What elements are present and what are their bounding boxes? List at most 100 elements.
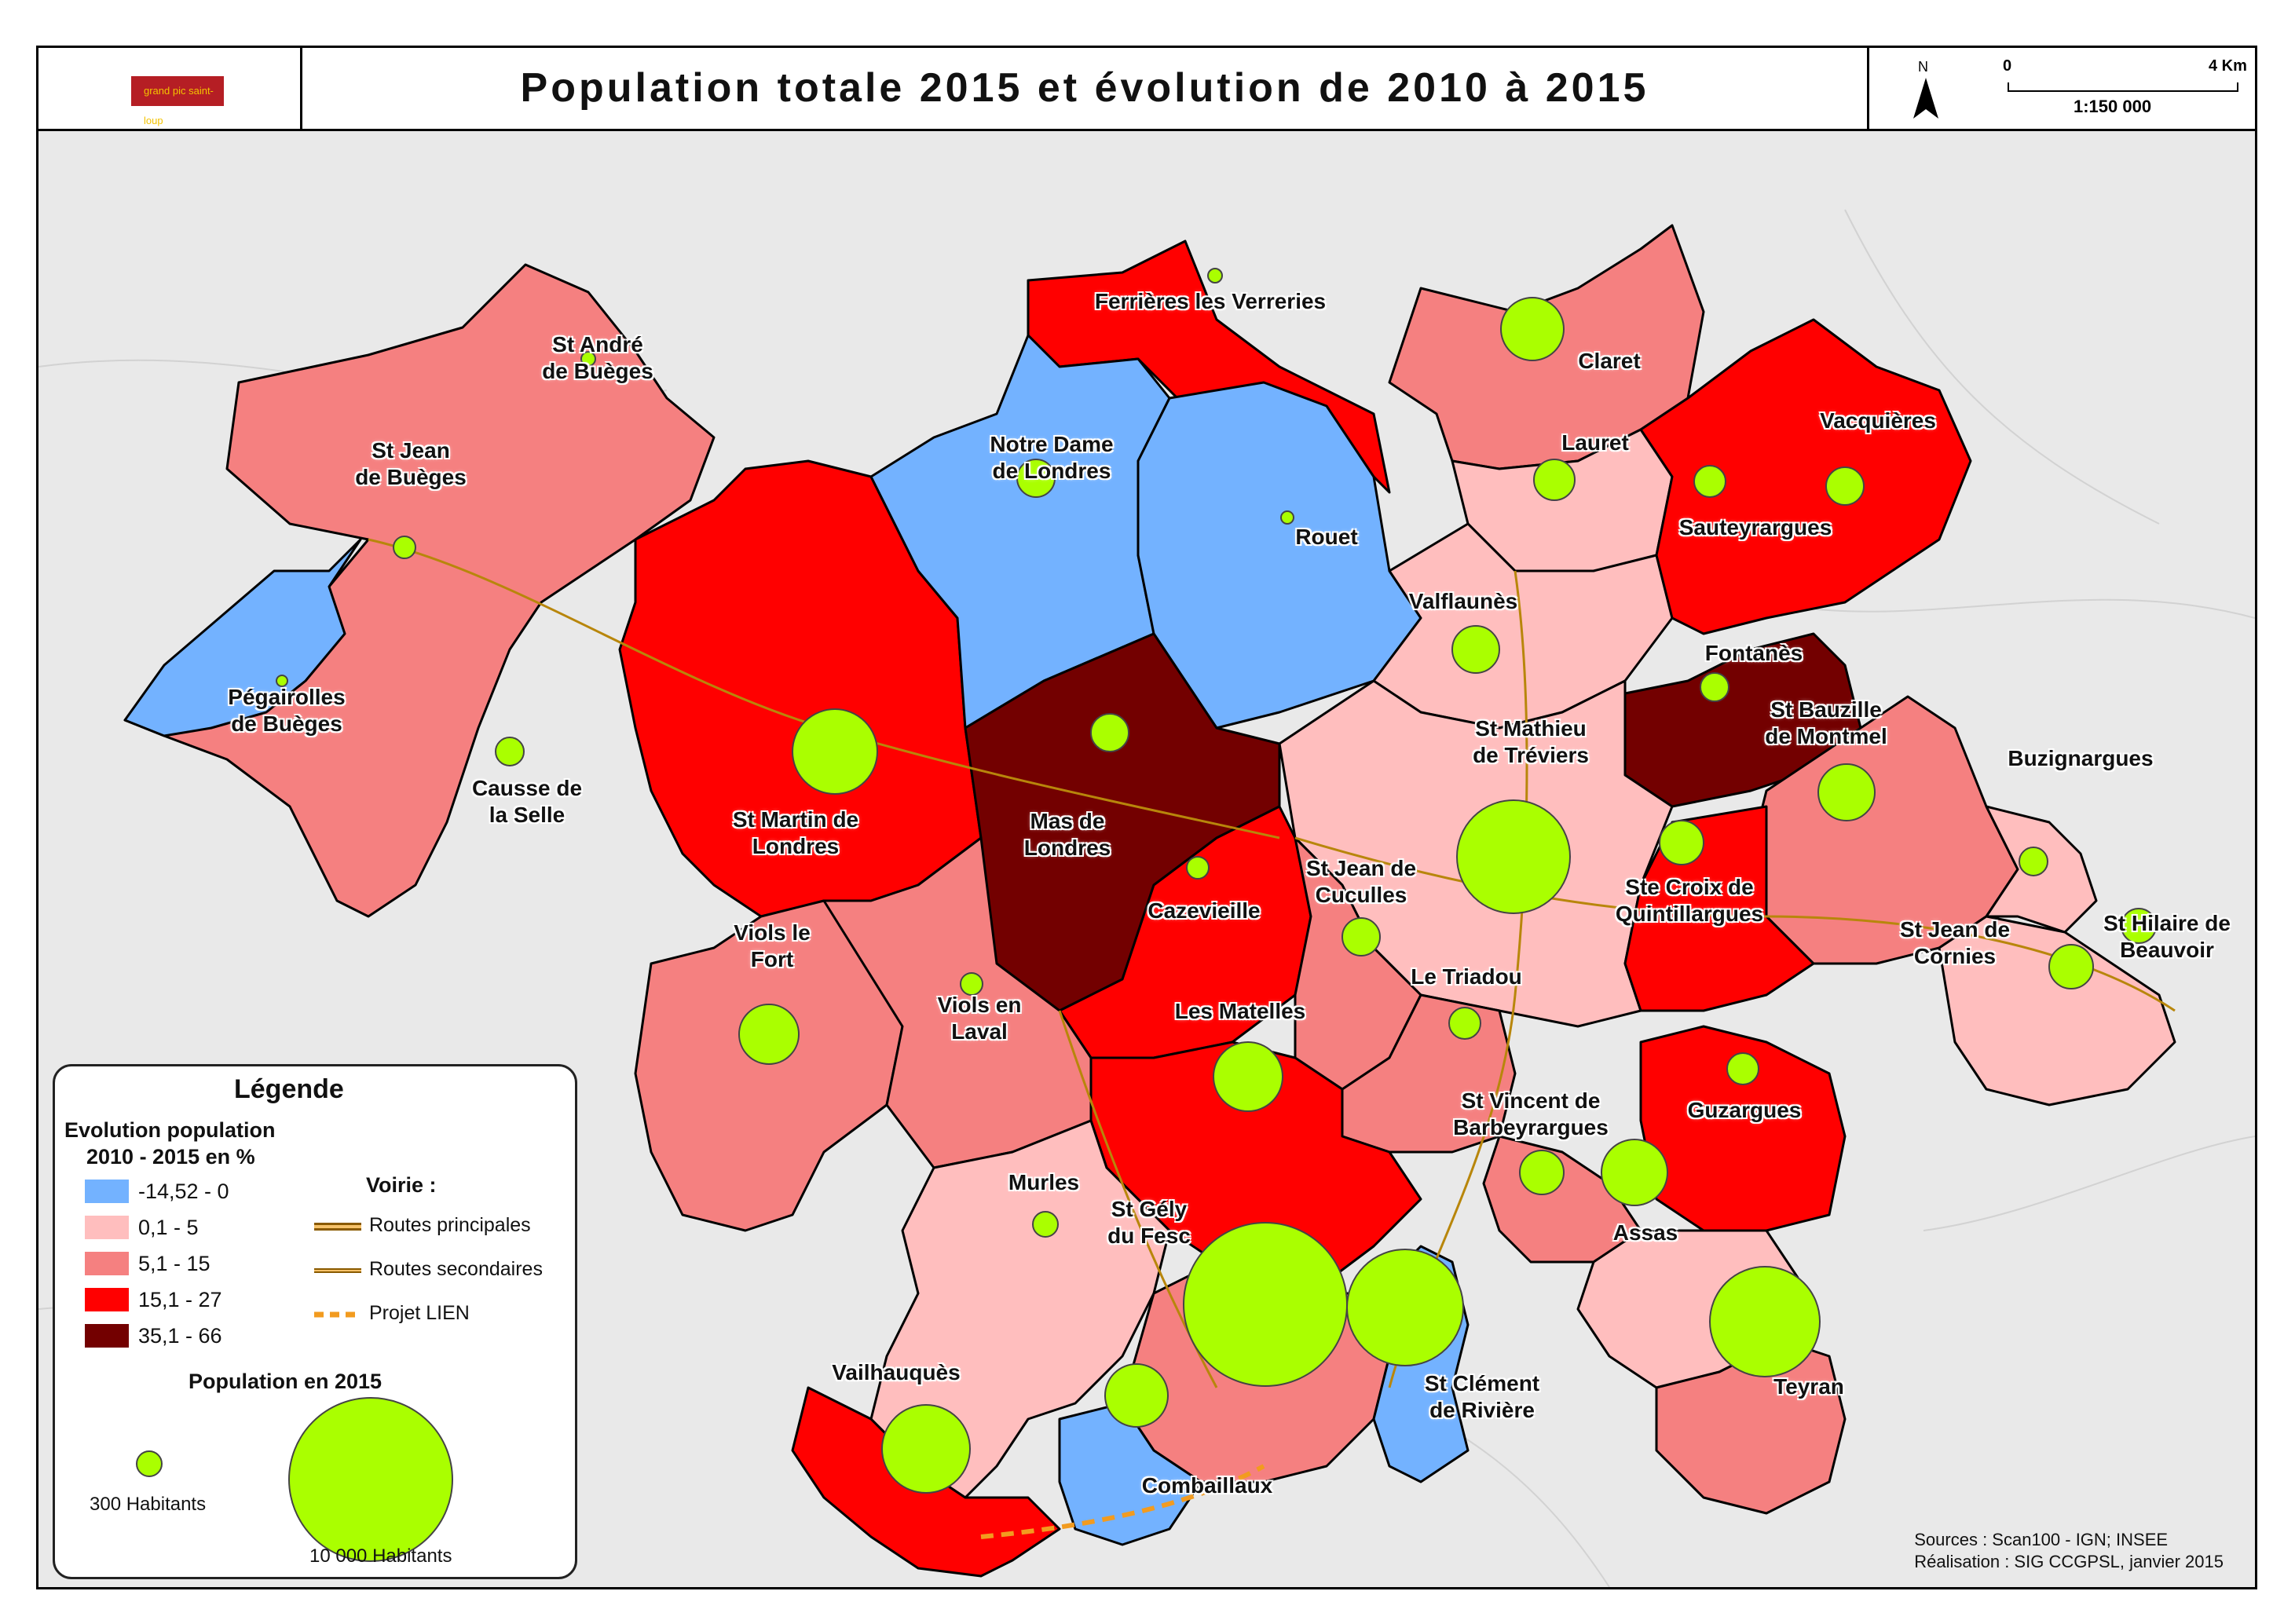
label-ste-croix: Ste Croix de Quintillargues (1615, 875, 1764, 926)
legend-swatch-0 (85, 1180, 129, 1203)
label-viols-le-fort: Viols le Fort (734, 920, 811, 971)
scale-start: 0 (2003, 57, 2012, 75)
legend-pop-small: 300 Habitants (90, 1494, 207, 1515)
legend-road-main-icon (314, 1223, 361, 1231)
legend-swatch-1 (85, 1216, 129, 1239)
scale-ratio: 1:150 000 (2074, 97, 2152, 116)
legend-class-0: -14,52 - 0 (138, 1180, 229, 1203)
label-causse: Causse de la Selle (471, 776, 583, 827)
pop-circle-assas (1601, 1139, 1668, 1206)
legend-road-secondary-icon (314, 1268, 361, 1273)
legend-population-title: Population en 2015 (189, 1370, 382, 1393)
pop-circle-st-jean-cuculles (1341, 917, 1381, 956)
pop-circle-vailhauques (881, 1404, 971, 1494)
commune-polygons (123, 224, 2176, 1578)
scale-bar (2008, 82, 2238, 92)
label-st-andre: St André de Buèges (542, 332, 653, 383)
map-frame: grand pic saint-loup Population totale 2… (36, 46, 2257, 1589)
legend-swatch-3 (85, 1288, 129, 1311)
pop-circle-combaillaux (1104, 1363, 1169, 1428)
logo: grand pic saint-loup (131, 76, 224, 126)
pop-circle-viols-en-laval (960, 972, 983, 996)
label-st-jean-cornies: St Jean de Cornies (1899, 917, 2011, 968)
map-area: St André de Buèges St Jean de Buèges Pég… (38, 131, 2255, 1587)
pop-circle-st-jean-bueges (393, 536, 416, 559)
population-circles (276, 268, 2157, 1494)
label-guzargues: Guzargues (1687, 1098, 1802, 1122)
scale-end: 4 Km (2209, 57, 2247, 75)
label-murles: Murles (1008, 1170, 1080, 1194)
projet-lien (980, 1464, 1265, 1539)
legend-projet-lien-icon (314, 1311, 361, 1318)
pop-circle-teyran (1709, 1266, 1821, 1377)
pop-circle-les-matelles (1213, 1041, 1283, 1112)
legend-class-4: 35,1 - 66 (138, 1324, 222, 1348)
pop-circle-vacquieres (1825, 466, 1865, 506)
legend-swatch-4 (85, 1324, 129, 1348)
pop-circle-cazevieille (1186, 856, 1210, 880)
label-st-jean-cuculles: St Jean de Cuculles (1305, 856, 1417, 907)
commune-viols-le-fort (634, 899, 904, 1232)
label-buzignargues: Buzignargues (2008, 746, 2154, 770)
legend-heading: Légende (234, 1074, 344, 1104)
map-title: Population totale 2015 et évolution de 2… (520, 65, 1649, 111)
label-ferrieres: Ferrières les Verreries (1094, 289, 1327, 313)
pop-circle-st-jean-cornies (2048, 944, 2094, 989)
pop-circle-lauret (1533, 459, 1576, 501)
legend-road-secondary: Routes secondaires (369, 1258, 543, 1280)
label-st-jean-bueges: St Jean de Buèges (355, 438, 467, 489)
label-st-clement: St Clément de Rivière (1424, 1371, 1540, 1422)
label-pegairolles: Pégairolles de Buèges (228, 685, 346, 736)
pop-circle-st-clement (1346, 1249, 1464, 1366)
label-notre-dame: Notre Dame de Londres (990, 432, 1114, 483)
pop-circle-ferrieres (1207, 268, 1223, 283)
legend-projet-lien: Projet LIEN (369, 1302, 470, 1324)
pop-circle-st-gely (1183, 1222, 1348, 1387)
label-teyran: Teyran (1773, 1374, 1844, 1399)
label-mas-de-londres: Mas de Londres (1023, 809, 1111, 860)
pop-circle-notre-dame (1016, 459, 1056, 498)
legend-evolution-title-2: 2010 - 2015 en % (86, 1145, 255, 1169)
pop-circle-claret (1500, 297, 1565, 361)
label-fontanes: Fontanès (1704, 641, 1803, 665)
pop-circle-le-triadou (1448, 1007, 1481, 1040)
pop-circle-st-martin (792, 708, 878, 795)
pop-circle-sauteyrargues (1693, 465, 1726, 498)
label-cazevieille: Cazevieille (1148, 898, 1261, 923)
pop-circle-mas-de-londres (1090, 713, 1129, 752)
pop-circle-pegairolles (276, 675, 288, 687)
legend-class-2: 5,1 - 15 (138, 1252, 210, 1275)
legend-voirie-title: Voirie : (366, 1173, 437, 1197)
pop-circle-valflaunes (1451, 625, 1500, 674)
label-combaillaux: Combaillaux (1141, 1473, 1273, 1498)
logo-cell: grand pic saint-loup (38, 48, 302, 129)
legend-evolution-title-1: Evolution population (64, 1118, 276, 1142)
north-arrow-icon: N (1910, 59, 1942, 122)
commune-murles (869, 1119, 1171, 1499)
credits-sources: Sources : Scan100 - IGN; INSEE (1914, 1530, 2169, 1549)
legend-circle-large-icon (288, 1397, 453, 1562)
label-vacquieres: Vacquières (1820, 408, 1936, 433)
pop-circle-causse (495, 737, 525, 766)
label-claret: Claret (1578, 349, 1641, 373)
label-sauteyrargues: Sauteyrargues (1678, 515, 1832, 540)
label-lauret: Lauret (1561, 430, 1629, 455)
label-st-martin: St Martin de Londres (732, 807, 859, 858)
pop-circle-fontanes (1700, 672, 1729, 702)
label-st-hilaire: St Hilaire de Beauvoir (2103, 911, 2231, 962)
label-rouet: Rouet (1295, 525, 1358, 549)
label-st-mathieu: St Mathieu de Tréviers (1473, 716, 1589, 767)
pop-circle-buzignargues (2019, 847, 2048, 876)
legend-road-main: Routes principales (369, 1214, 531, 1236)
pop-circle-ste-croix (1659, 820, 1704, 865)
legend-class-3: 15,1 - 27 (138, 1288, 222, 1311)
commune-st-jean-de-cornies (1938, 915, 2176, 1106)
label-assas: Assas (1612, 1220, 1678, 1245)
commune-pegairolles (123, 538, 362, 737)
pop-circle-murles (1032, 1211, 1059, 1238)
label-vailhauques: Vailhauquès (832, 1360, 961, 1384)
north-label: N (1918, 59, 1928, 75)
label-st-gely: St Gély du Fesc (1107, 1197, 1191, 1248)
credits-realisation: Réalisation : SIG CCGPSL, janvier 2015 (1914, 1552, 2224, 1571)
scale-cell: N 0 4 Km 1:150 000 (1867, 48, 2255, 129)
